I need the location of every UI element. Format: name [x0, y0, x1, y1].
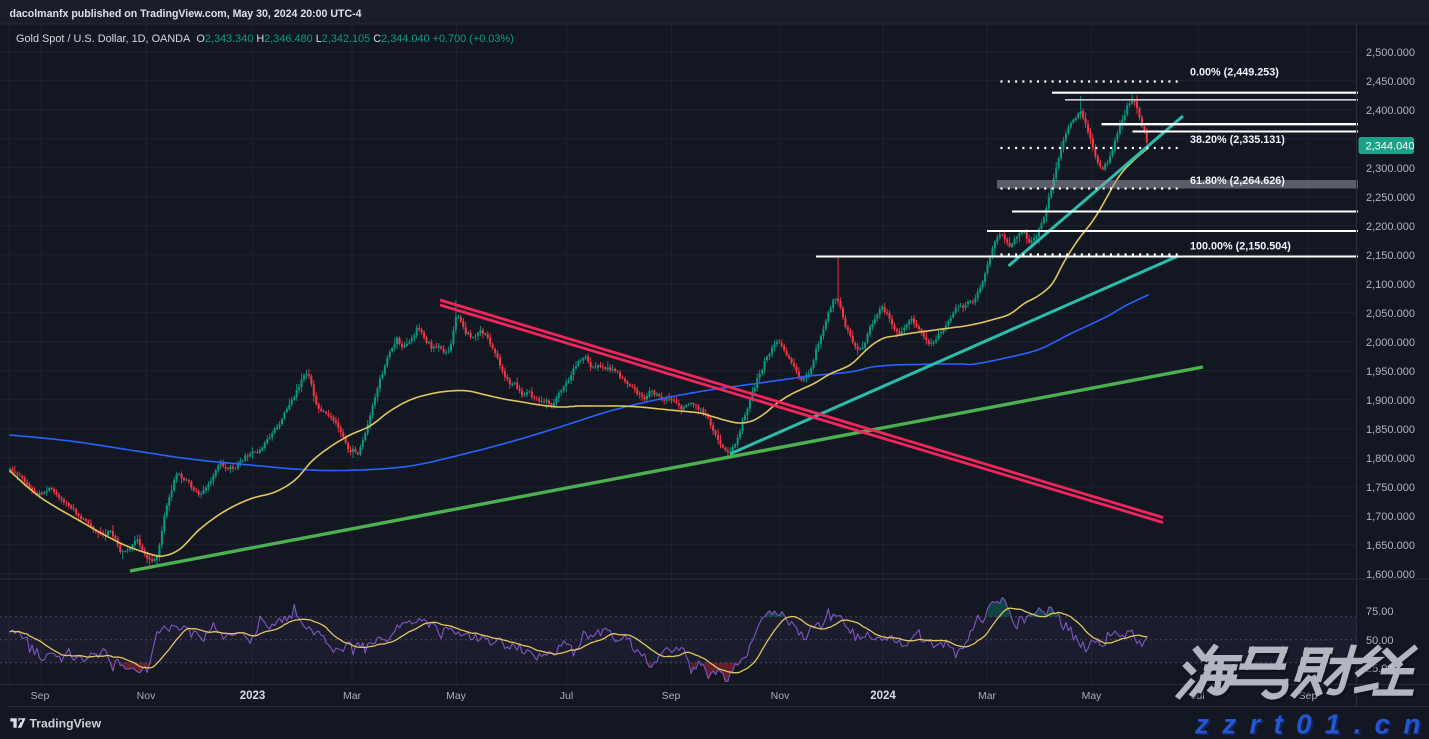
svg-text:1,700.000: 1,700.000 — [1366, 511, 1415, 523]
svg-text:38.20% (2,335.131): 38.20% (2,335.131) — [1190, 134, 1285, 146]
svg-text:1,800.000: 1,800.000 — [1366, 453, 1415, 465]
svg-text:2,400.000: 2,400.000 — [1366, 105, 1415, 117]
svg-text:2024: 2024 — [870, 690, 896, 702]
svg-text:May: May — [1082, 690, 1103, 702]
svg-text:2,500.000: 2,500.000 — [1366, 47, 1415, 59]
svg-text:2,450.000: 2,450.000 — [1366, 76, 1415, 88]
svg-text:zzrt01.cn: zzrt01.cn — [1196, 710, 1429, 739]
svg-text:1,650.000: 1,650.000 — [1366, 540, 1415, 552]
svg-text:1,750.000: 1,750.000 — [1366, 482, 1415, 494]
svg-text:zzrt01.cn: zzrt01.cn — [1194, 709, 1429, 739]
svg-text:Nov: Nov — [137, 690, 156, 702]
svg-text:2,150.000: 2,150.000 — [1366, 250, 1415, 262]
svg-text:2023: 2023 — [240, 690, 266, 702]
svg-text:2,100.000: 2,100.000 — [1366, 279, 1415, 291]
svg-text:50.00: 50.00 — [1366, 635, 1394, 647]
svg-text:Mar: Mar — [343, 690, 362, 702]
svg-text:Gold Spot / U.S. Dollar, 1D, O: Gold Spot / U.S. Dollar, 1D, OANDA O2,34… — [16, 33, 514, 45]
svg-text:2,000.000: 2,000.000 — [1366, 337, 1415, 349]
svg-text:Sep: Sep — [31, 690, 50, 702]
svg-text:2,200.000: 2,200.000 — [1366, 221, 1415, 233]
svg-text:Jul: Jul — [560, 690, 573, 702]
svg-text:2,344.040: 2,344.040 — [1366, 141, 1415, 153]
svg-text:1,950.000: 1,950.000 — [1366, 366, 1415, 378]
svg-text:0.00% (2,449.253): 0.00% (2,449.253) — [1190, 67, 1279, 79]
svg-text:100.00% (2,150.504): 100.00% (2,150.504) — [1190, 241, 1291, 253]
svg-text:2,250.000: 2,250.000 — [1366, 192, 1415, 204]
svg-text:Mar: Mar — [978, 690, 997, 702]
svg-text:TradingView: TradingView — [30, 717, 102, 731]
svg-text:Nov: Nov — [771, 690, 790, 702]
svg-text:1,900.000: 1,900.000 — [1366, 395, 1415, 407]
svg-text:May: May — [446, 690, 467, 702]
svg-text:2,300.000: 2,300.000 — [1366, 163, 1415, 175]
svg-text:2,050.000: 2,050.000 — [1366, 308, 1415, 320]
svg-text:1,600.000: 1,600.000 — [1366, 569, 1415, 581]
svg-text:dacolmanfx published on Tradin: dacolmanfx published on TradingView.com,… — [10, 8, 362, 20]
svg-text:Sep: Sep — [662, 690, 681, 702]
svg-text:75.00: 75.00 — [1366, 606, 1394, 618]
svg-text:1,850.000: 1,850.000 — [1366, 424, 1415, 436]
svg-text:61.80% (2,264.626): 61.80% (2,264.626) — [1190, 175, 1285, 187]
